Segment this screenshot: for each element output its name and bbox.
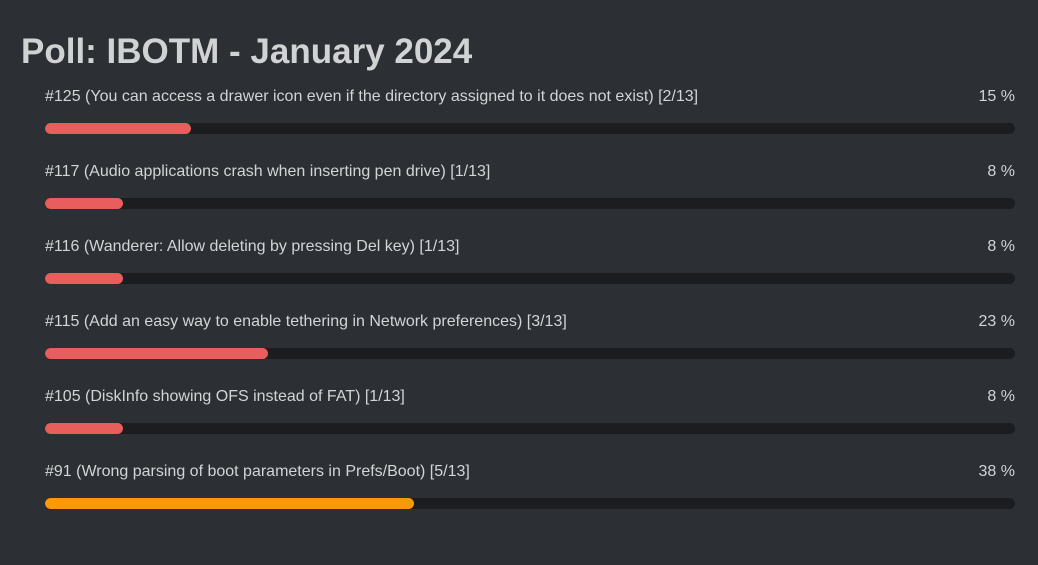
poll-option: #117 (Audio applications crash when inse…: [45, 161, 1015, 236]
poll-option-bar-fill: [45, 198, 123, 209]
poll-option-bar-track: [45, 273, 1015, 284]
poll-option-label: #91 (Wrong parsing of boot parameters in…: [45, 463, 470, 480]
poll-option-bar-fill: [45, 123, 191, 134]
poll-option-bar-track: [45, 348, 1015, 359]
poll-option-percent: 8 %: [987, 163, 1015, 180]
poll-option: #115 (Add an easy way to enable tetherin…: [45, 311, 1015, 386]
poll-option-percent: 8 %: [987, 388, 1015, 405]
poll-option-percent: 38 %: [978, 463, 1015, 480]
poll-option-percent: 23 %: [978, 313, 1015, 330]
poll-option-percent: 8 %: [987, 238, 1015, 255]
poll-option-label: #117 (Audio applications crash when inse…: [45, 163, 491, 180]
poll-option-bar-fill: [45, 423, 123, 434]
poll-option-label: #116 (Wanderer: Allow deleting by pressi…: [45, 238, 460, 255]
poll-option-percent: 15 %: [978, 88, 1015, 105]
poll-option-bar-track: [45, 198, 1015, 209]
poll-options-list: #125 (You can access a drawer icon even …: [45, 86, 1015, 536]
poll-option-bar-track: [45, 498, 1015, 509]
poll-option-bar-fill: [45, 498, 414, 509]
poll-option: #116 (Wanderer: Allow deleting by pressi…: [45, 236, 1015, 311]
poll-option-label: #125 (You can access a drawer icon even …: [45, 88, 699, 105]
poll-option-label: #105 (DiskInfo showing OFS instead of FA…: [45, 388, 405, 405]
poll-option: #125 (You can access a drawer icon even …: [45, 86, 1015, 161]
poll-option: #91 (Wrong parsing of boot parameters in…: [45, 461, 1015, 536]
poll-option-label: #115 (Add an easy way to enable tetherin…: [45, 313, 567, 330]
poll-option-bar-fill: [45, 348, 269, 359]
poll-option-bar-track: [45, 123, 1015, 134]
poll-option-bar-fill: [45, 273, 123, 284]
poll-title: Poll: IBOTM - January 2024: [21, 32, 473, 71]
poll-option: #105 (DiskInfo showing OFS instead of FA…: [45, 386, 1015, 461]
poll-option-bar-track: [45, 423, 1015, 434]
